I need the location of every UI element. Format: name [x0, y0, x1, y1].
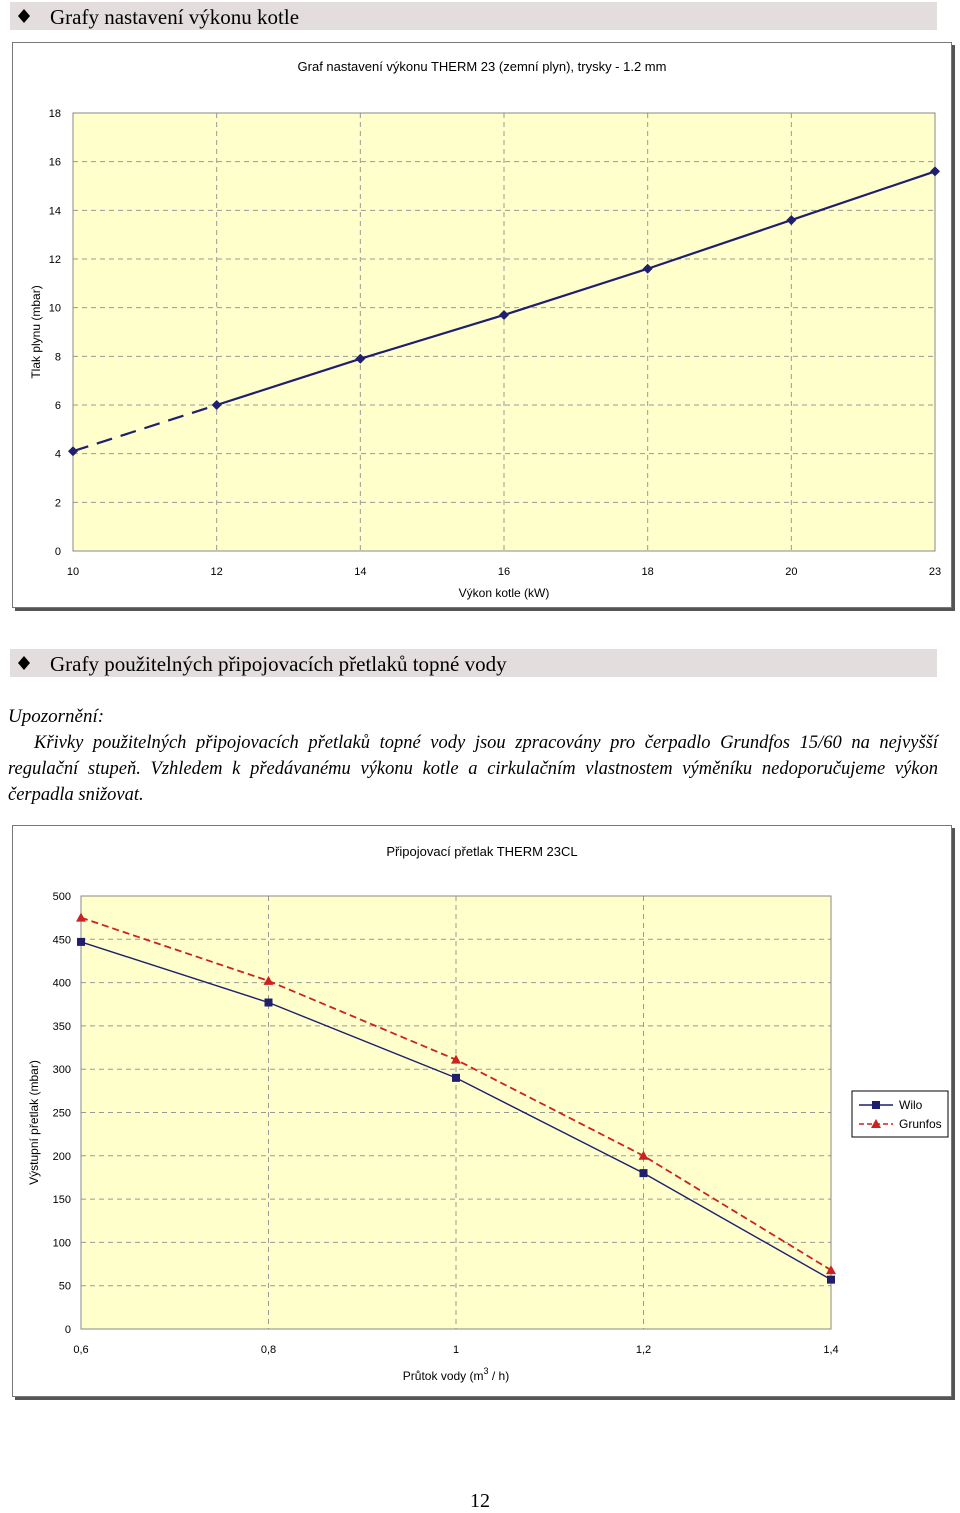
data-point-triangle: [451, 1054, 461, 1064]
x-tick-label: 20: [785, 566, 797, 578]
x-tick-label: 0,8: [261, 1344, 276, 1356]
plot-border: [80, 895, 832, 1330]
legend-marker-triangle: [871, 1119, 881, 1128]
data-point-triangle: [638, 1150, 649, 1160]
y-tick-label: 10: [49, 303, 61, 315]
diamond-bullet-icon: [18, 656, 30, 670]
data-point-square: [639, 1169, 648, 1178]
data-point-square: [264, 998, 273, 1007]
legend-label: Wilo: [899, 1098, 923, 1112]
x-tick-label: 10: [67, 566, 79, 578]
y-tick-label: 400: [53, 978, 71, 990]
section-header-water-pressure: Grafy použitelných připojovacích přetlak…: [10, 649, 937, 677]
section-title: Grafy použitelných připojovacích přetlak…: [50, 652, 507, 676]
y-tick-label: 500: [53, 891, 71, 903]
x-tick-label: 18: [642, 566, 654, 578]
data-point-square: [77, 937, 85, 946]
data-point-diamond: [786, 215, 797, 226]
y-tick-label: 350: [53, 1021, 71, 1033]
y-tick-label: 150: [53, 1194, 71, 1206]
y-tick-label: 100: [53, 1237, 71, 1249]
data-point-diamond: [68, 446, 78, 457]
y-tick-label: 300: [53, 1064, 71, 1076]
data-point-diamond: [499, 309, 509, 320]
series-segment: [216, 357, 361, 407]
y-tick-label: 6: [55, 400, 61, 412]
x-tick-label: 1,4: [823, 1344, 838, 1356]
chart-title: Graf nastavení výkonu THERM 23 (zemní pl…: [297, 59, 667, 74]
chart-legend: Wilo Grunfos: [851, 1090, 949, 1138]
data-point-square: [827, 1275, 835, 1284]
x-tick-label: 0,6: [73, 1344, 88, 1356]
y-tick-label: 8: [55, 351, 61, 363]
x-tick-label: 1: [453, 1344, 459, 1356]
y-tick-label: 18: [49, 108, 61, 120]
y-axis-label: Výstupní přetlak (mbar): [27, 1060, 41, 1185]
series-segment: [790, 170, 936, 222]
legend-label: Grunfos: [899, 1117, 942, 1131]
y-tick-label: 0: [55, 546, 61, 558]
series-segment: [360, 313, 505, 360]
data-point-triangle: [263, 975, 274, 985]
series-segment: [503, 267, 649, 317]
y-tick-label: 0: [65, 1324, 71, 1336]
x-tick-label: 12: [211, 566, 223, 578]
diamond-bullet-icon: [18, 9, 30, 23]
series-segment-dashed: [72, 403, 218, 453]
gas-pressure-chart: Graf nastavení výkonu THERM 23 (zemní pl…: [12, 42, 952, 608]
legend-marker-square: [872, 1101, 880, 1109]
gas-pressure-plot: 0 2 4 6 8 10 12 14 16 18 10 12 14 16 18 20 23 Výkon kotle…: [29, 108, 941, 600]
legend-box: [851, 1090, 949, 1138]
x-tick-label: 14: [354, 566, 366, 578]
y-tick-label: 200: [53, 1151, 71, 1163]
y-tick-label: 450: [53, 934, 71, 946]
y-tick-label: 250: [53, 1108, 71, 1120]
y-tick-label: 12: [49, 254, 61, 266]
data-point-diamond: [930, 166, 940, 177]
y-tick-label: 2: [55, 497, 61, 509]
chart-title: Připojovací přetlak THERM 23CL: [386, 844, 578, 859]
y-tick-label: 4: [55, 449, 61, 461]
page-number: 12: [470, 1490, 490, 1512]
y-tick-label: 14: [49, 205, 61, 217]
data-point-triangle: [76, 912, 86, 922]
data-point-triangle: [826, 1265, 836, 1275]
warning-heading: Upozornění:: [8, 706, 105, 727]
series-segment: [647, 219, 792, 270]
x-tick-label: 1,2: [636, 1344, 651, 1356]
data-point-diamond: [642, 263, 653, 274]
warning-text-content: Křivky použitelných připojovacích přetla…: [8, 733, 938, 805]
x-tick-label: 16: [498, 566, 510, 578]
section-header-power-settings: Grafy nastavení výkonu kotle: [10, 2, 937, 30]
warning-text: Křivky použitelných připojovacích přetla…: [8, 730, 938, 808]
y-tick-label: 50: [59, 1281, 71, 1293]
water-pressure-chart: Připojovací přetlak THERM 23CL 0 50 100 150…: [12, 825, 952, 1397]
water-pressure-plot: 0 50 100 150 200 250 300 350 400 450 500 0,6 0,8 1 1,2…: [27, 891, 949, 1383]
y-axis-label: Tlak plynu (mbar): [29, 285, 43, 378]
x-axis-label: Průtok vody (m3 / h): [403, 1366, 509, 1383]
data-point-square: [452, 1073, 460, 1082]
data-point-diamond: [355, 353, 366, 364]
x-axis-label: Výkon kotle (kW): [459, 586, 550, 600]
plot-border: [72, 112, 936, 552]
x-tick-label: 23: [929, 566, 941, 578]
data-point-diamond: [211, 400, 222, 410]
section-title: Grafy nastavení výkonu kotle: [50, 5, 300, 29]
y-tick-label: 16: [49, 157, 61, 169]
